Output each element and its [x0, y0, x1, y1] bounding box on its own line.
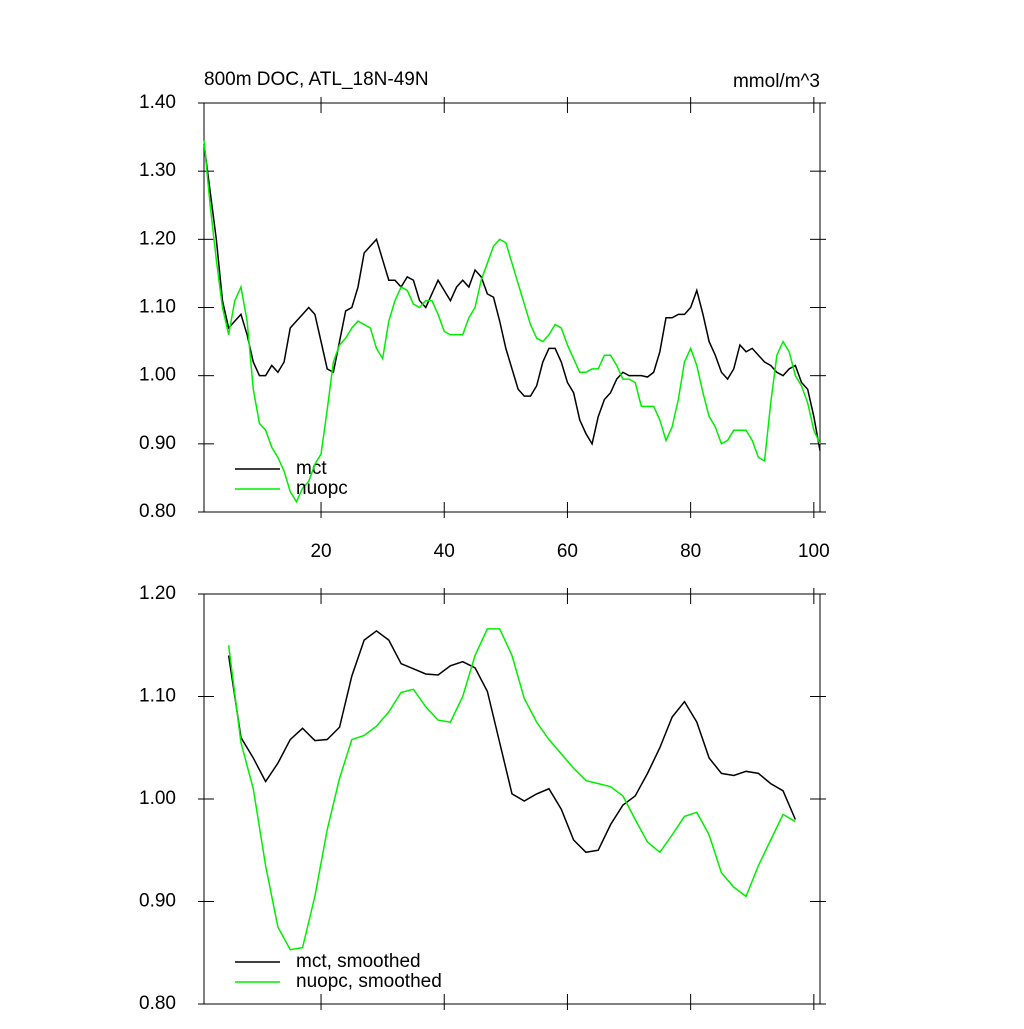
legend-label: nuopc [296, 478, 348, 499]
legend-label: nuopc, smoothed [296, 971, 442, 992]
y-tick-label: 0.90 [139, 433, 176, 454]
data-line [203, 140, 821, 504]
y-tick-label: 0.80 [139, 993, 176, 1014]
chart-title: 800m DOC, ATL_18N-49N [204, 69, 429, 90]
y-tick-label: 1.40 [139, 92, 176, 113]
y-tick-label: 1.00 [139, 365, 176, 386]
y-tick-label: 0.80 [139, 501, 176, 522]
x-tick-label: 20 [310, 541, 331, 562]
y-tick-label: 1.10 [139, 297, 176, 318]
x-tick-label: 40 [434, 541, 455, 562]
y-tick-label: 0.90 [139, 891, 176, 912]
x-tick-label: 80 [680, 541, 701, 562]
legend-label: mct [296, 458, 327, 479]
plot-frame [203, 102, 821, 513]
x-tick-label: 60 [557, 541, 578, 562]
y-tick-label: 1.10 [139, 686, 176, 707]
y-tick-label: 1.20 [139, 583, 176, 604]
data-line [203, 143, 821, 451]
data-line [227, 628, 796, 951]
y-tick-label: 1.20 [139, 228, 176, 249]
units-label: mmol/m^3 [733, 71, 820, 92]
y-tick-label: 1.30 [139, 160, 176, 181]
data-line [227, 629, 797, 854]
y-tick-label: 1.00 [139, 788, 176, 809]
x-tick-label: 100 [798, 541, 830, 562]
legend-label: mct, smoothed [296, 951, 421, 972]
